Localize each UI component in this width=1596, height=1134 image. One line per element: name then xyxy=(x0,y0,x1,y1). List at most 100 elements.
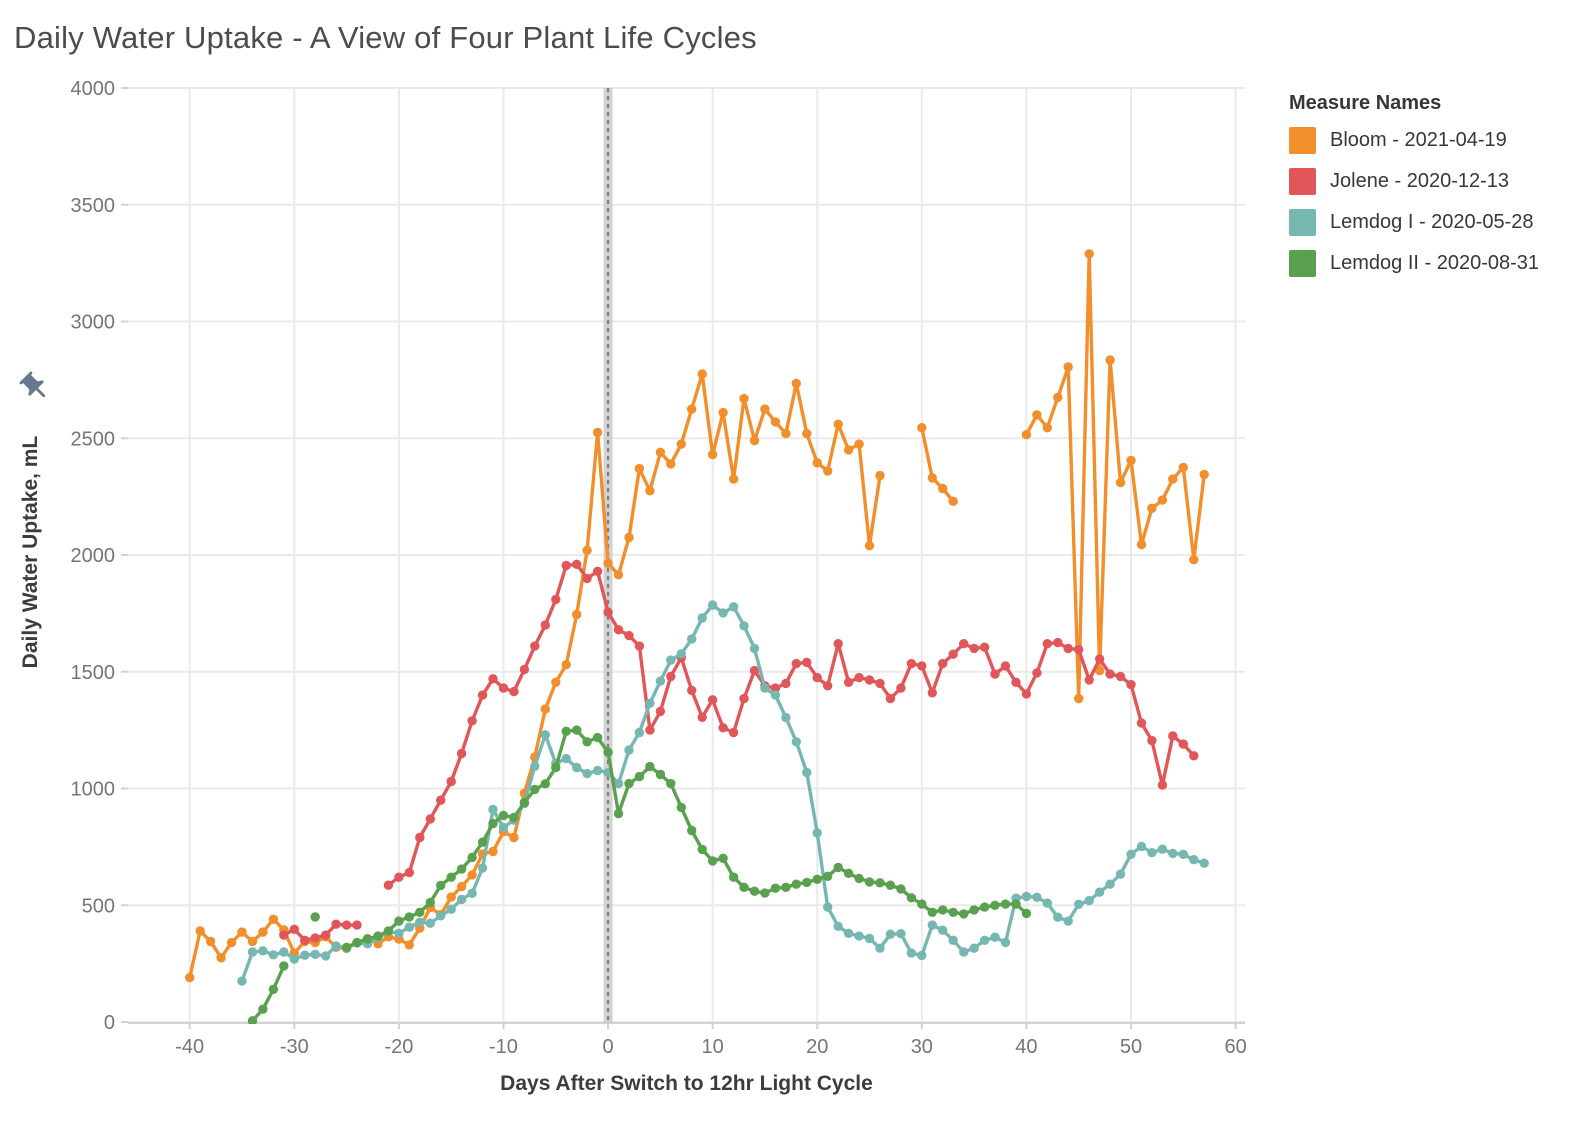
data-point[interactable] xyxy=(258,1004,268,1014)
data-point[interactable] xyxy=(582,573,592,584)
data-point[interactable] xyxy=(624,778,634,789)
data-point[interactable] xyxy=(697,844,707,855)
data-point[interactable] xyxy=(927,688,937,698)
data-point[interactable] xyxy=(613,808,624,819)
data-point[interactable] xyxy=(655,447,666,457)
data-point[interactable] xyxy=(770,883,781,893)
series-bloom-2021-04-19[interactable] xyxy=(185,249,1209,983)
data-point[interactable] xyxy=(477,690,488,700)
data-point[interactable] xyxy=(1115,477,1126,488)
data-point[interactable] xyxy=(833,639,843,649)
data-point[interactable] xyxy=(833,921,843,931)
data-point[interactable] xyxy=(969,905,979,915)
data-point[interactable] xyxy=(1157,495,1168,505)
data-point[interactable] xyxy=(540,730,550,740)
data-point[interactable] xyxy=(1189,855,1199,865)
data-point[interactable] xyxy=(477,863,488,873)
data-point[interactable] xyxy=(1199,858,1209,868)
data-point[interactable] xyxy=(760,888,770,898)
data-point[interactable] xyxy=(624,630,634,641)
data-point[interactable] xyxy=(1147,848,1157,858)
data-point[interactable] xyxy=(697,712,707,722)
data-point[interactable] xyxy=(948,907,958,917)
data-point[interactable] xyxy=(1074,693,1084,704)
data-point[interactable] xyxy=(864,933,875,944)
data-point[interactable] xyxy=(530,641,540,651)
data-point[interactable] xyxy=(1000,899,1011,909)
data-point[interactable] xyxy=(540,620,550,630)
legend-item-lemdog-1[interactable]: Lemdog I - 2020-05-28 xyxy=(1289,208,1589,236)
data-point[interactable] xyxy=(561,726,571,736)
data-point[interactable] xyxy=(1094,665,1105,676)
data-point[interactable] xyxy=(341,920,352,930)
data-point[interactable] xyxy=(634,463,645,474)
data-point[interactable] xyxy=(436,795,446,805)
data-point[interactable] xyxy=(781,428,791,439)
data-point[interactable] xyxy=(707,449,718,460)
data-point[interactable] xyxy=(561,560,571,571)
data-point[interactable] xyxy=(1168,731,1178,741)
data-point[interactable] xyxy=(268,950,279,960)
data-point[interactable] xyxy=(655,676,666,686)
data-point[interactable] xyxy=(917,423,927,433)
data-point[interactable] xyxy=(446,872,456,882)
data-point[interactable] xyxy=(488,818,498,829)
data-point[interactable] xyxy=(728,727,739,738)
data-point[interactable] xyxy=(1157,844,1168,854)
data-point[interactable] xyxy=(927,473,937,483)
data-point[interactable] xyxy=(561,753,571,764)
data-point[interactable] xyxy=(624,532,634,543)
data-point[interactable] xyxy=(456,748,467,759)
data-point[interactable] xyxy=(979,642,990,652)
data-point[interactable] xyxy=(509,686,519,697)
data-point[interactable] xyxy=(959,909,969,919)
data-point[interactable] xyxy=(498,810,509,821)
data-point[interactable] xyxy=(551,762,561,773)
data-point[interactable] xyxy=(205,936,216,947)
data-point[interactable] xyxy=(237,1031,246,1040)
data-point[interactable] xyxy=(613,778,624,789)
data-point[interactable] xyxy=(634,771,645,782)
data-point[interactable] xyxy=(812,672,822,683)
data-point[interactable] xyxy=(927,907,937,917)
data-point[interactable] xyxy=(603,747,613,757)
data-point[interactable] xyxy=(498,822,509,833)
data-point[interactable] xyxy=(655,706,666,717)
data-point[interactable] xyxy=(781,712,791,723)
data-point[interactable] xyxy=(812,874,822,884)
data-point[interactable] xyxy=(948,649,958,659)
data-point[interactable] xyxy=(739,882,749,892)
data-point[interactable] xyxy=(1147,735,1157,746)
data-point[interactable] xyxy=(687,685,697,696)
data-point[interactable] xyxy=(477,837,488,847)
data-point[interactable] xyxy=(268,914,279,924)
data-point[interactable] xyxy=(279,947,289,957)
data-point[interactable] xyxy=(362,934,373,944)
data-point[interactable] xyxy=(331,919,341,929)
data-point[interactable] xyxy=(770,683,781,693)
data-point[interactable] xyxy=(645,725,655,735)
data-point[interactable] xyxy=(185,972,195,983)
data-point[interactable] xyxy=(1063,362,1073,372)
data-point[interactable] xyxy=(1136,539,1147,550)
data-point[interactable] xyxy=(749,643,760,654)
legend-item-bloom[interactable]: Bloom - 2021-04-19 xyxy=(1289,126,1589,154)
data-point[interactable] xyxy=(1157,780,1168,790)
data-point[interactable] xyxy=(247,947,258,957)
data-point[interactable] xyxy=(687,634,697,644)
data-point[interactable] xyxy=(823,902,833,912)
data-point[interactable] xyxy=(645,486,655,496)
data-point[interactable] xyxy=(530,761,540,771)
data-point[interactable] xyxy=(1063,643,1073,654)
data-point[interactable] xyxy=(1126,679,1136,690)
data-point[interactable] xyxy=(770,690,781,700)
data-point[interactable] xyxy=(1032,410,1042,420)
data-point[interactable] xyxy=(896,884,906,894)
data-point[interactable] xyxy=(1189,751,1199,761)
data-point[interactable] xyxy=(1074,899,1084,909)
data-point[interactable] xyxy=(1105,879,1115,889)
data-point[interactable] xyxy=(373,931,383,941)
data-point[interactable] xyxy=(1147,503,1157,513)
data-point[interactable] xyxy=(1199,469,1209,480)
data-point[interactable] xyxy=(1105,669,1115,679)
